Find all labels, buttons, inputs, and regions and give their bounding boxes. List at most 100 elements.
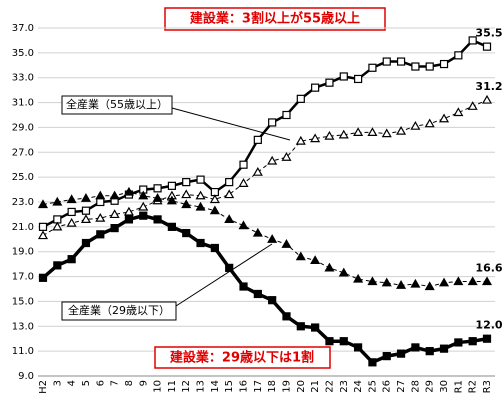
annotation-box [61,95,173,115]
marker [282,312,291,321]
x-tick-label: 11 [167,380,178,393]
marker [325,337,334,346]
marker [454,338,463,347]
marker [95,190,106,200]
marker [53,261,62,270]
marker [482,334,492,343]
y-tick-label: 11.0 [12,346,34,357]
marker [324,262,335,272]
end-label: 16.6 [475,262,502,275]
marker [80,214,92,223]
marker [353,74,363,84]
marker [311,323,320,332]
marker [239,160,248,169]
x-tick-label: 23 [339,380,350,393]
marker [453,107,464,117]
marker [453,276,464,286]
marker [182,228,191,238]
x-tick-label: H2 [38,380,49,394]
marker [481,94,493,104]
y-tick-label: 17.0 [12,272,34,283]
x-tick-label: 22 [324,380,335,393]
marker [268,296,277,305]
leader-line [171,107,291,141]
x-tick-label: 19 [281,380,292,393]
marker [410,120,421,130]
marker [167,222,177,231]
marker [252,166,263,176]
marker [324,130,335,140]
marker [425,347,434,356]
x-tick-label: 5 [81,380,92,386]
x-tick-label: 26 [382,380,393,393]
y-tick-label: 21.0 [12,222,34,233]
y-tick-label: 19.0 [12,247,34,258]
marker [281,152,292,161]
annotation: 全産業（29歳以下） [68,303,170,317]
marker [67,255,76,264]
marker [139,211,148,220]
end-label: 12.0 [475,319,502,332]
marker [295,251,306,261]
annotation: 建設業：29歳以下は1割 [170,350,314,366]
marker [225,263,234,272]
marker [454,51,463,60]
marker [81,206,91,215]
marker [123,206,134,216]
marker [281,239,292,248]
marker [124,215,134,224]
y-tick-label: 29.0 [12,122,34,133]
marker [252,227,263,237]
y-tick-label: 9.0 [18,371,34,382]
marker [67,207,76,217]
y-tick-label: 33.0 [12,73,34,84]
marker [109,190,120,200]
marker [411,343,420,352]
marker [239,282,248,291]
series-line [42,191,487,288]
marker [253,289,262,299]
marker [411,62,420,71]
marker [468,36,477,45]
marker [353,127,364,136]
marker [224,214,235,223]
marker [424,281,435,291]
x-tick-label: 20 [296,380,307,393]
marker [367,127,378,136]
y-tick-label: 35.0 [12,48,34,59]
marker [382,352,391,361]
marker [37,199,49,209]
marker [238,178,249,187]
marker [396,125,407,135]
marker [295,135,306,145]
marker [339,72,348,81]
marker [439,59,449,69]
x-tick-label: 4 [67,380,78,386]
marker [382,57,391,66]
marker [396,57,406,66]
marker [153,184,162,193]
marker [396,349,406,358]
marker [138,190,149,200]
x-tick-label: 25 [367,380,378,393]
x-tick-label: 12 [181,380,192,393]
x-tick-label: 6 [95,380,106,386]
marker [296,94,305,103]
marker [166,195,177,205]
annotation: 建設業：3割以上が55歳以上 [190,11,360,27]
marker [238,220,249,230]
marker [167,181,177,190]
y-tick-label: 25.0 [12,172,34,183]
marker [138,201,149,211]
marker [52,221,63,231]
marker [439,344,449,353]
annotation-box [61,301,177,321]
marker [109,209,120,219]
x-tick-label: 30 [439,380,450,393]
marker [66,217,77,227]
x-tick-label: 14 [210,380,221,393]
marker [152,193,163,202]
y-tick-label: 27.0 [12,147,34,158]
end-label: 35.5 [475,27,502,40]
